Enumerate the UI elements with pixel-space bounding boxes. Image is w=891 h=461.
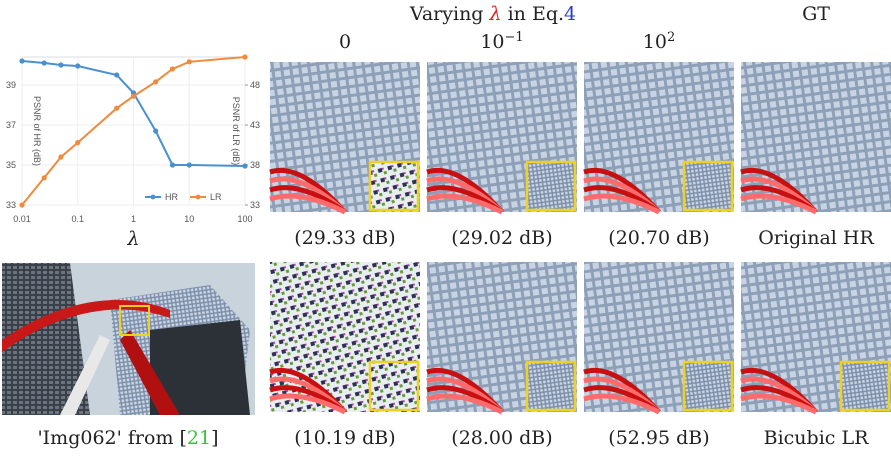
result-image	[270, 262, 420, 412]
caption-text: 'Img062' from [	[37, 427, 186, 449]
legend-label: LR	[210, 192, 222, 202]
data-point	[58, 154, 63, 159]
column-header: GT	[802, 3, 830, 25]
header-symbol: λ	[489, 3, 502, 25]
y2-tick-label: 38	[250, 160, 260, 170]
column-header: 10−1	[480, 30, 523, 54]
header-base: GT	[802, 3, 830, 25]
figure-header: Varying λ in Eq.4	[409, 3, 576, 25]
image-caption: (10.19 dB)	[294, 427, 395, 449]
zoom-inset	[841, 362, 889, 410]
zoom-inset	[684, 362, 732, 410]
caption-ref: 21	[187, 427, 211, 449]
data-point	[131, 94, 136, 99]
caption-text: ]	[211, 427, 218, 449]
data-point	[153, 128, 158, 133]
header-exp: 2	[667, 30, 675, 45]
data-point	[170, 162, 175, 167]
header-ref: 4	[564, 3, 576, 25]
data-point	[75, 63, 80, 68]
y-tick-label: 37	[6, 120, 16, 130]
data-point	[19, 58, 24, 63]
data-point	[114, 106, 119, 111]
column-header: 102	[643, 30, 675, 54]
y2-tick-label: 48	[250, 80, 260, 90]
column-header: 0	[339, 31, 351, 53]
zoom-inset	[370, 362, 418, 410]
data-point	[114, 72, 119, 77]
image-caption: (28.00 dB)	[451, 427, 552, 449]
data-point	[187, 162, 192, 167]
zoom-inset	[527, 362, 575, 410]
figure: Varying λ in Eq.4 'Img062' from [21] 010…	[0, 0, 891, 461]
data-point	[58, 62, 63, 67]
y-axis-label: PSNR of HR (dB)	[32, 96, 42, 166]
y-tick-label: 39	[6, 80, 16, 90]
y-tick-label: 35	[6, 160, 16, 170]
result-image	[741, 262, 891, 412]
result-image	[584, 62, 734, 212]
header-base: 0	[339, 31, 351, 53]
scene-image	[2, 263, 255, 415]
zoom-inset	[370, 162, 418, 210]
data-point	[19, 202, 24, 207]
result-image	[584, 262, 734, 412]
result-image	[427, 262, 577, 412]
image-caption: (52.95 dB)	[608, 427, 709, 449]
y2-axis-label: PSNR of LR (dB)	[231, 97, 241, 166]
header-base: 10	[480, 31, 504, 53]
x-tick-label: 0.01	[13, 214, 31, 224]
zoom-inset	[527, 162, 575, 210]
header-text: Varying	[409, 3, 490, 25]
data-point	[242, 163, 247, 168]
header-text: in Eq.	[502, 3, 564, 25]
result-image	[427, 62, 577, 212]
x-tick-label: 100	[237, 214, 252, 224]
data-point	[153, 79, 158, 84]
result-image	[270, 62, 420, 212]
y2-tick-label: 43	[250, 120, 260, 130]
x-tick-label: 10	[184, 214, 194, 224]
data-point	[75, 140, 80, 145]
image-caption: Original HR	[758, 227, 874, 249]
result-image	[741, 62, 891, 212]
x-tick-label: 1	[131, 214, 136, 224]
data-point	[170, 66, 175, 71]
x-tick-label: 0.1	[71, 214, 84, 224]
data-point	[187, 59, 192, 64]
data-point	[242, 54, 247, 59]
zoom-inset	[684, 162, 732, 210]
y-tick-label: 33	[6, 200, 16, 210]
legend-marker	[196, 195, 201, 200]
image-caption: 'Img062' from [21]	[37, 427, 218, 449]
image-caption: (20.70 dB)	[608, 227, 709, 249]
header-base: 10	[643, 31, 667, 53]
image-caption: (29.33 dB)	[294, 227, 395, 249]
image-caption: Bicubic LR	[764, 427, 869, 449]
legend-label: HR	[165, 192, 178, 202]
data-point	[42, 60, 47, 65]
data-point	[42, 175, 47, 180]
x-axis-label: λ	[126, 228, 139, 250]
y2-tick-label: 33	[250, 200, 260, 210]
image-caption: (29.02 dB)	[451, 227, 552, 249]
header-exp: −1	[505, 30, 524, 45]
legend-marker	[151, 195, 156, 200]
